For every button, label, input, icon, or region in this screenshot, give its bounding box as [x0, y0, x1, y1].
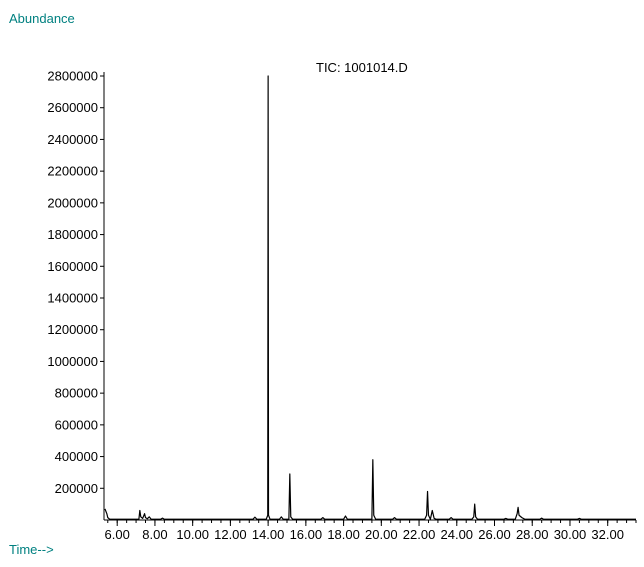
y-tick-label: 800000: [55, 386, 98, 401]
x-tick-label: 28.00: [516, 527, 549, 542]
x-tick-label: 18.00: [327, 527, 360, 542]
y-tick-label: 2800000: [47, 69, 98, 84]
y-axis-label: Abundance: [9, 11, 75, 26]
y-tick-label: 1400000: [47, 291, 98, 306]
x-tick-label: 6.00: [105, 527, 130, 542]
x-axis-label: Time-->: [9, 542, 54, 557]
y-tick-label: 2000000: [47, 195, 98, 210]
y-tick-label: 400000: [55, 449, 98, 464]
y-tick-label: 1600000: [47, 259, 98, 274]
y-tick-label: 2600000: [47, 100, 98, 115]
y-tick-label: 200000: [55, 481, 98, 496]
x-tick-label: 32.00: [591, 527, 624, 542]
y-tick-label: 1800000: [47, 227, 98, 242]
y-tick-label: 1200000: [47, 322, 98, 337]
series-line-tic: [104, 75, 636, 520]
y-tick-label: 600000: [55, 417, 98, 432]
y-tick-label: 2400000: [47, 132, 98, 147]
y-tick-label: 1000000: [47, 354, 98, 369]
x-tick-label: 14.00: [252, 527, 285, 542]
x-tick-label: 30.00: [554, 527, 587, 542]
x-tick-label: 20.00: [365, 527, 398, 542]
chart-title: TIC: 1001014.D: [316, 60, 408, 75]
x-tick-label: 22.00: [403, 527, 436, 542]
x-tick-label: 10.00: [176, 527, 209, 542]
x-tick-label: 8.00: [142, 527, 167, 542]
x-tick-label: 26.00: [478, 527, 511, 542]
x-tick-label: 12.00: [214, 527, 247, 542]
x-tick-label: 24.00: [441, 527, 474, 542]
x-tick-label: 16.00: [290, 527, 323, 542]
y-tick-label: 2200000: [47, 164, 98, 179]
